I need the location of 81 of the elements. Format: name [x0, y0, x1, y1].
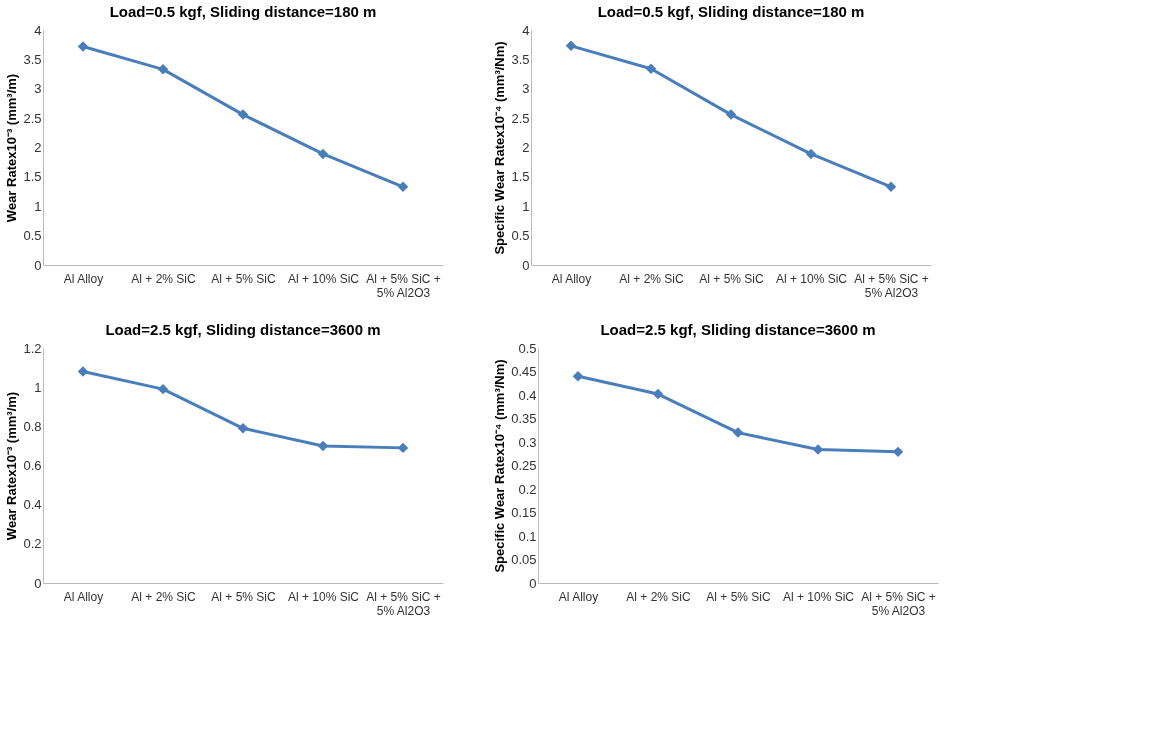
y-tick-label: 3: [34, 81, 42, 97]
chart-title: Load=2.5 kgf, Sliding distance=3600 m: [600, 321, 876, 338]
x-tick-label: Al Alloy: [63, 271, 104, 286]
x-tick-label: Al + 10% SiC: [287, 589, 360, 604]
y-tick-label: 0.6: [23, 458, 42, 473]
x-tick-label: Al + 2% SiC: [131, 589, 197, 604]
y-tick-label: 0.45: [511, 364, 537, 379]
y-tick-label: 3: [522, 81, 530, 97]
x-tick-label: Al Alloy: [551, 271, 592, 286]
x-tick-label: Al + 5% SiC: [706, 589, 772, 604]
y-tick-label: 4: [522, 22, 530, 38]
y-tick-label: 4: [34, 22, 42, 38]
y-tick-label: 0.2: [23, 536, 42, 552]
y-tick-label: 2.5: [23, 110, 42, 126]
y-tick-label: 2: [522, 140, 530, 155]
y-tick-label: 0: [34, 575, 42, 591]
x-tick-label: Al + 5% SiC + 5% Al2O3: [854, 271, 929, 300]
point: [645, 63, 657, 75]
point: [397, 181, 409, 193]
chart-title: Load=2.5 kgf, Sliding distance=3600 m: [105, 321, 381, 338]
x-tick-label: Al Alloy: [558, 589, 599, 604]
y-tick-label: 1.5: [511, 169, 530, 185]
y-tick-label: 2: [34, 140, 42, 155]
point: [317, 148, 329, 160]
y-tick-label: 0.1: [518, 528, 537, 544]
y-axis-title: Wear Ratex10⁻³ (mm³/m): [4, 391, 20, 541]
y-tick-label: 3.5: [23, 51, 42, 67]
y-tick-label: 1.2: [23, 340, 42, 356]
x-tick-label: Al + 10% SiC: [287, 271, 360, 286]
y-tick-label: 0.5: [23, 228, 42, 244]
x-tick-label: Al + 10% SiC: [775, 271, 848, 286]
point: [805, 148, 817, 160]
y-tick-label: 0.8: [23, 418, 42, 434]
y-tick-label: 1: [34, 198, 42, 214]
point: [565, 40, 577, 52]
point: [812, 444, 824, 455]
point: [237, 109, 249, 120]
y-tick-label: 1: [34, 379, 42, 395]
y-axis-title: Specific Wear Ratex10⁻⁴ (mm³/Nm): [492, 41, 508, 255]
y-tick-label: 0.15: [511, 505, 537, 520]
y-tick-label: 0.35: [511, 411, 537, 426]
y-tick-label: 0: [529, 575, 537, 591]
point: [732, 427, 744, 438]
y-tick-label: 3.5: [511, 51, 530, 67]
y-tick-label: 1: [522, 198, 530, 214]
x-tick-label: Al + 2% SiC: [131, 271, 197, 286]
point: [157, 383, 169, 395]
y-axis-title: Specific Wear Ratex10⁻⁴ (mm³/Nm): [492, 359, 508, 573]
y-tick-label: 0.05: [511, 552, 537, 567]
chart-title: Load=0.5 kgf, Sliding distance=180 m: [597, 3, 865, 20]
point: [77, 366, 89, 377]
x-tick-label: Al + 5% SiC: [211, 589, 277, 604]
point: [652, 388, 664, 400]
y-tick-label: 0.5: [511, 228, 530, 244]
y-tick-label: 0.3: [518, 434, 537, 450]
y-tick-label: 0.4: [23, 497, 42, 513]
y-tick-label: 1.5: [23, 169, 42, 185]
y-tick-label: 0.4: [518, 387, 537, 403]
x-tick-label: Al + 5% SiC: [699, 271, 765, 286]
y-tick-label: 2.5: [511, 110, 530, 126]
y-tick-label: 0: [34, 257, 42, 273]
x-tick-label: Al + 2% SiC: [619, 271, 685, 286]
chart-title: Load=0.5 kgf, Sliding distance=180 m: [109, 3, 377, 20]
y-tick-label: 0: [522, 257, 530, 273]
point: [725, 109, 737, 120]
point: [885, 181, 897, 193]
x-tick-label: Al + 10% SiC: [782, 589, 855, 604]
y-tick-label: 0.2: [518, 481, 537, 497]
x-tick-label: Al + 5% SiC: [211, 271, 277, 286]
y-axis-title: Wear Ratex10⁻³ (mm³/m): [4, 73, 20, 223]
point: [572, 370, 584, 382]
x-tick-label: Al Alloy: [63, 589, 104, 604]
y-tick-label: 0.5: [518, 340, 537, 356]
point: [157, 64, 169, 75]
x-tick-label: Al + 5% SiC + 5% Al2O3: [366, 271, 441, 300]
x-tick-label: Al + 2% SiC: [626, 589, 692, 604]
y-tick-label: 0.25: [511, 458, 537, 473]
point: [77, 41, 89, 52]
point: [237, 423, 249, 434]
x-tick-label: Al + 5% SiC + 5% Al2O3: [861, 589, 936, 618]
x-tick-label: Al + 5% SiC + 5% Al2O3: [366, 589, 441, 618]
